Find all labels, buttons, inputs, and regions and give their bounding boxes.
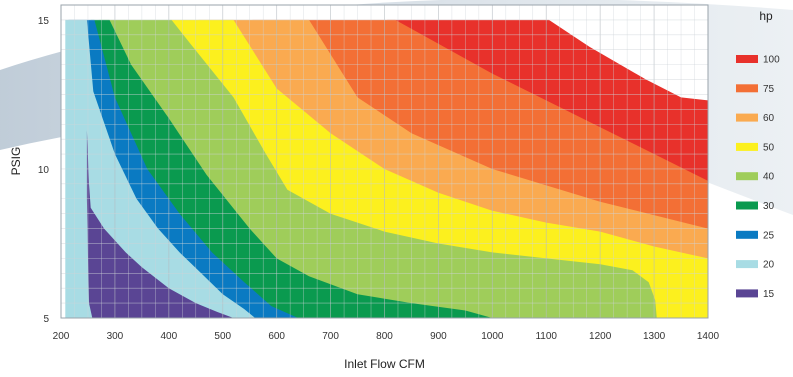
- plot-border: [60, 4, 709, 319]
- x-tick-800: 800: [376, 331, 393, 342]
- x-axis-label: Inlet Flow CFM: [344, 357, 425, 371]
- x-tick-500: 500: [214, 331, 231, 342]
- legend-label-40: 40: [763, 172, 775, 183]
- legend-swatch-15: [736, 289, 758, 298]
- legend-swatch-20: [736, 260, 758, 269]
- region-15hp: [86, 130, 234, 318]
- x-tick-200: 200: [53, 331, 70, 342]
- legend-swatch-25: [736, 230, 758, 239]
- legend-swatch-60: [736, 113, 758, 122]
- legend-swatch-50: [736, 142, 758, 151]
- legend-label-100: 100: [763, 55, 780, 66]
- x-tick-1100: 1100: [535, 331, 557, 342]
- legend-label-75: 75: [763, 84, 775, 95]
- x-tick-1400: 1400: [697, 331, 720, 342]
- legend-title: hp: [759, 9, 773, 23]
- x-tick-1200: 1200: [589, 331, 612, 342]
- legend-swatch-75: [736, 84, 758, 93]
- x-tick-300: 300: [107, 331, 124, 342]
- legend: 100 75 60 50 40 30 25 20 15: [736, 55, 780, 300]
- legend-swatch-100: [736, 55, 758, 63]
- y-tick-10: 10: [38, 165, 50, 176]
- legend-swatch-40: [736, 172, 758, 181]
- x-tick-400: 400: [160, 331, 177, 342]
- x-tick-1000: 1000: [481, 331, 504, 342]
- y-tick-labels: 5 10 15: [38, 16, 50, 325]
- grid-group: [61, 5, 708, 318]
- y-axis-label: PSIG: [9, 147, 23, 176]
- legend-label-20: 20: [763, 260, 775, 271]
- legend-label-30: 30: [763, 201, 775, 212]
- y-tick-5: 5: [43, 314, 49, 325]
- x-tick-labels: 200 300 400 500 600 700 800 900 1000 1100 1200 1300…: [53, 331, 720, 342]
- x-tick-700: 700: [322, 331, 339, 342]
- legend-label-15: 15: [763, 289, 775, 300]
- x-tick-600: 600: [268, 331, 285, 342]
- legend-label-25: 25: [763, 230, 775, 241]
- x-tick-900: 900: [430, 331, 447, 342]
- y-tick-15: 15: [38, 16, 50, 27]
- legend-swatch-30: [736, 201, 758, 210]
- x-tick-1300: 1300: [643, 331, 666, 342]
- legend-label-60: 60: [763, 113, 775, 124]
- legend-label-50: 50: [763, 142, 775, 153]
